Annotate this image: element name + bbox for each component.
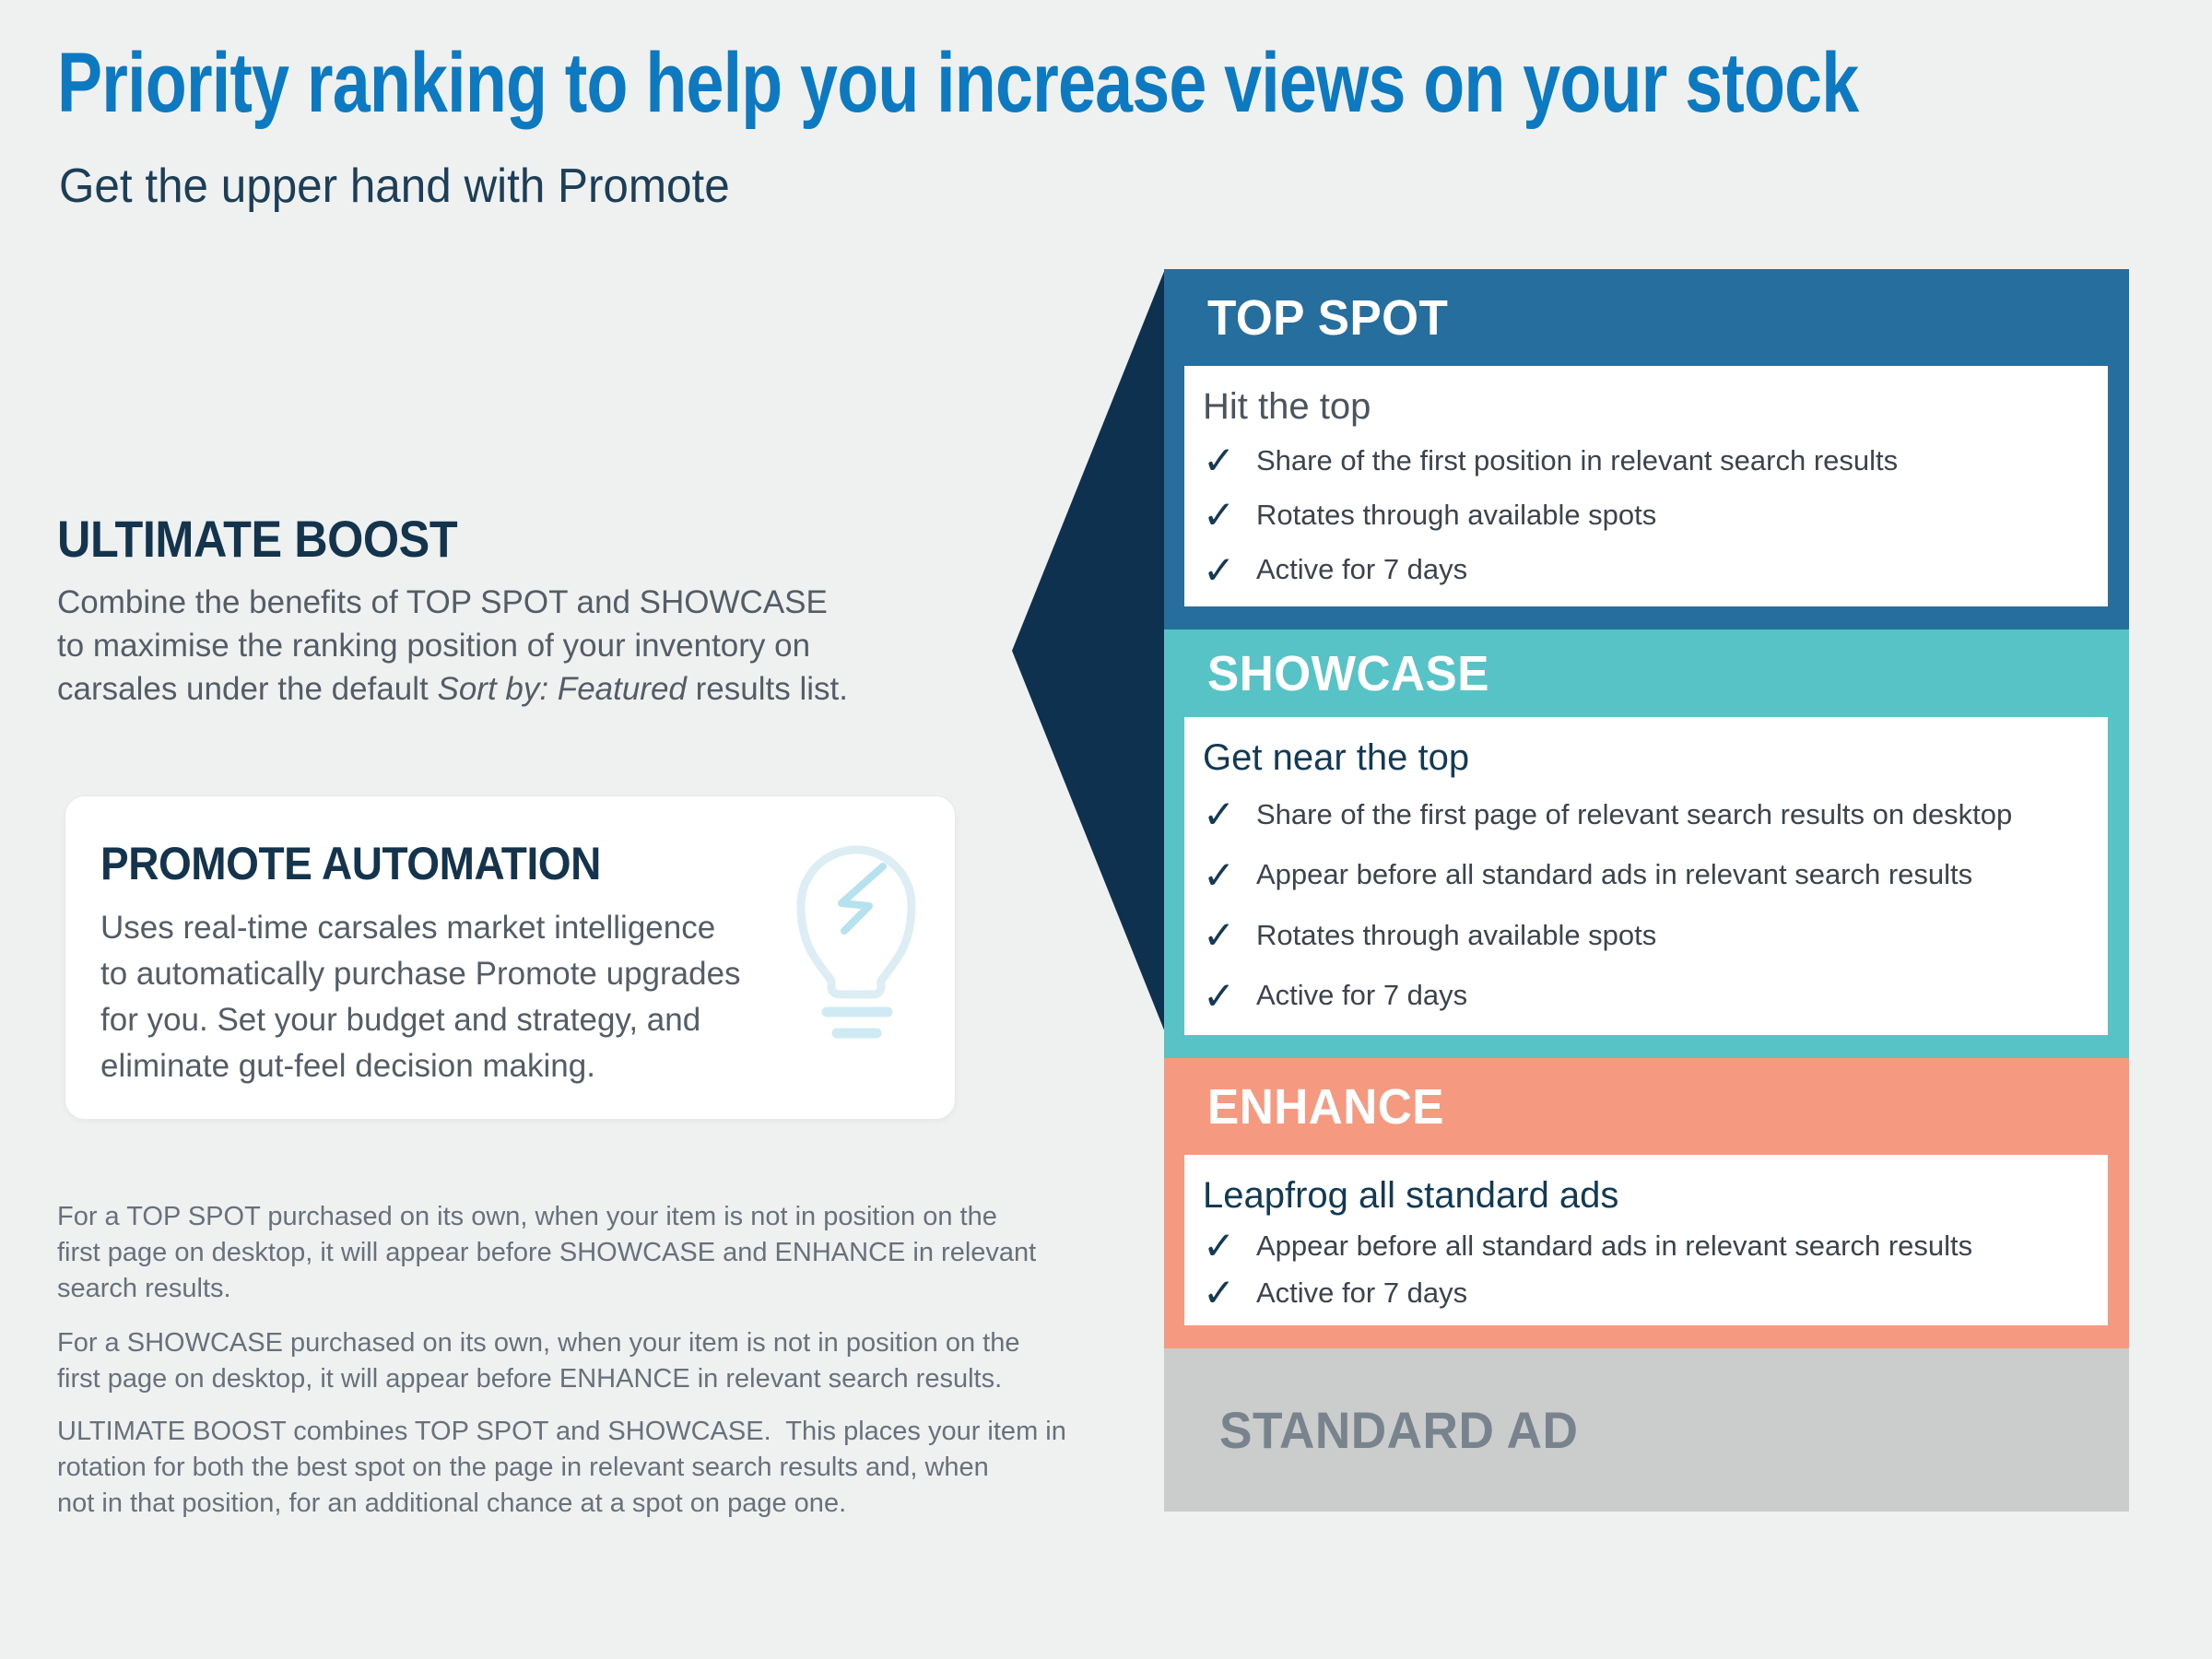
footnote-top-spot: For a TOP SPOT purchased on its own, whe… (57, 1199, 1036, 1307)
ultimate-boost-line-3: carsales under the default Sort by: Feat… (57, 671, 848, 707)
promote-automation-card: PROMOTE AUTOMATION Uses real-time carsal… (65, 795, 956, 1120)
card-enhance: ENHANCE Leapfrog all standard ads ✓ Appe… (1164, 1058, 2129, 1348)
check-icon: ✓ (1203, 1270, 1236, 1315)
card-top-spot-tagline: Hit the top (1203, 386, 1371, 427)
promote-automation-heading: PROMOTE AUTOMATION (100, 838, 601, 889)
card-enhance-body: Leapfrog all standard ads ✓ Appear befor… (1184, 1155, 2108, 1325)
benefit-text: Rotates through available spots (1256, 918, 1657, 951)
benefit-text: Active for 7 days (1256, 553, 1468, 586)
check-icon: ✓ (1203, 547, 1236, 593)
benefit-row: ✓ Appear before all standard ads in rele… (1203, 1222, 2089, 1269)
benefit-row: ✓ Rotates through available spots (1203, 905, 2089, 966)
benefit-row: ✓ Share of the first page of relevant se… (1203, 784, 2089, 845)
check-icon: ✓ (1203, 492, 1236, 538)
benefit-row: ✓ Rotates through available spots (1203, 488, 2089, 542)
benefit-text: Appear before all standard ads in releva… (1256, 858, 1973, 891)
card-showcase-tagline: Get near the top (1203, 737, 1470, 778)
card-top-spot-title: TOP SPOT (1207, 289, 1449, 346)
card-showcase-body: Get near the top ✓ Share of the first pa… (1184, 717, 2108, 1035)
check-icon: ✓ (1203, 438, 1236, 484)
promote-automation-line-3: for you. Set your budget and strategy, a… (100, 1002, 701, 1038)
promote-ranking-stack: TOP SPOT Hit the top ✓ Share of the firs… (1164, 269, 2129, 1512)
footnote-line: search results. (57, 1274, 231, 1303)
promote-automation-line-4: eliminate gut-feel decision making. (100, 1048, 595, 1084)
sort-by-featured-italic: Sort by: Featured (437, 671, 687, 707)
card-top-spot-body: Hit the top ✓ Share of the first positio… (1184, 366, 2108, 606)
benefit-text: Share of the first page of relevant sear… (1256, 797, 2013, 830)
promote-automation-line-1: Uses real-time carsales market intellige… (100, 910, 716, 946)
footnote-ultimate-boost: ULTIMATE BOOST combines TOP SPOT and SHO… (57, 1414, 1066, 1522)
card-enhance-title: ENHANCE (1207, 1078, 1445, 1135)
footnote-line: first page on desktop, it will appear be… (57, 1364, 1003, 1394)
card-top-spot: TOP SPOT Hit the top ✓ Share of the firs… (1164, 269, 2129, 629)
footnote-line: rotation for both the best spot on the p… (57, 1453, 989, 1482)
card-top-spot-header: TOP SPOT (1164, 269, 2129, 366)
footnote-line: not in that position, for an additional … (57, 1488, 847, 1518)
benefit-text: Active for 7 days (1256, 1276, 1468, 1309)
footnote-line: ULTIMATE BOOST combines TOP SPOT and SHO… (57, 1417, 1066, 1446)
promote-automation-description: Uses real-time carsales market intellige… (100, 905, 741, 1089)
benefit-text: Rotates through available spots (1256, 498, 1657, 531)
promote-automation-line-2: to automatically purchase Promote upgrad… (100, 956, 741, 992)
card-showcase: SHOWCASE Get near the top ✓ Share of the… (1164, 629, 2129, 1058)
ultimate-boost-line-1: Combine the benefits of TOP SPOT and SHO… (57, 584, 828, 620)
page-subtitle: Get the upper hand with Promote (59, 159, 730, 213)
benefit-row: ✓ Active for 7 days (1203, 543, 2089, 597)
footnote-line: For a SHOWCASE purchased on its own, whe… (57, 1328, 1020, 1358)
left-pointing-arrow-shape (1012, 269, 1165, 1032)
card-enhance-tagline: Leapfrog all standard ads (1203, 1175, 1619, 1216)
benefit-row: ✓ Share of the first position in relevan… (1203, 433, 2089, 488)
card-showcase-header: SHOWCASE (1164, 629, 2129, 717)
check-icon: ✓ (1203, 1223, 1236, 1268)
check-icon: ✓ (1203, 972, 1236, 1018)
benefit-text: Active for 7 days (1256, 979, 1468, 1012)
footnote-line: first page on desktop, it will appear be… (57, 1238, 1037, 1267)
standard-ad-bar: STANDARD AD (1164, 1348, 2129, 1512)
ultimate-boost-heading: ULTIMATE BOOST (57, 510, 458, 568)
benefit-row: ✓ Active for 7 days (1203, 966, 2089, 1027)
check-icon: ✓ (1203, 792, 1236, 838)
ultimate-boost-line-2: to maximise the ranking position of your… (57, 628, 811, 664)
check-icon: ✓ (1203, 852, 1236, 898)
page-title: Priority ranking to help you increase vi… (57, 36, 1859, 130)
check-icon: ✓ (1203, 912, 1236, 959)
benefit-text: Share of the first position in relevant … (1256, 443, 1899, 477)
card-enhance-header: ENHANCE (1164, 1058, 2129, 1155)
ultimate-boost-description: Combine the benefits of TOP SPOT and SHO… (57, 581, 848, 711)
benefit-text: Appear before all standard ads in releva… (1256, 1229, 1973, 1262)
footnote-showcase: For a SHOWCASE purchased on its own, whe… (57, 1325, 1020, 1397)
card-showcase-title: SHOWCASE (1207, 645, 1489, 701)
standard-ad-label: STANDARD AD (1219, 1401, 1579, 1459)
benefit-row: ✓ Active for 7 days (1203, 1269, 2089, 1316)
lightbulb-bolt-icon (783, 831, 929, 1040)
benefit-row: ✓ Appear before all standard ads in rele… (1203, 845, 2089, 906)
footnote-line: For a TOP SPOT purchased on its own, whe… (57, 1202, 997, 1231)
